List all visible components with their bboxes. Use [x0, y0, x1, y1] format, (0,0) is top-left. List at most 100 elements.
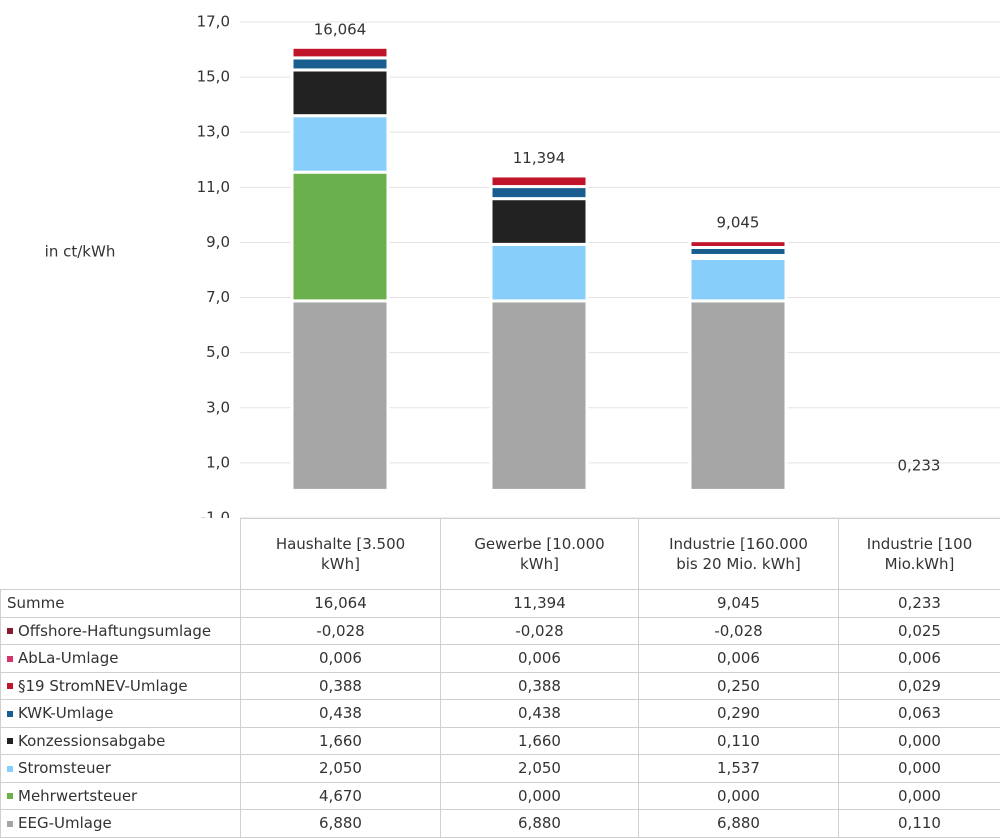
legend-label: Offshore-Haftungsumlage: [18, 622, 211, 640]
table-cell: 2,050: [441, 755, 639, 783]
table-cell: 0,233: [839, 590, 1000, 618]
table-cell: 0,250: [639, 672, 839, 700]
bar-segment: [871, 484, 967, 485]
y-tick-label: 3,0: [206, 398, 230, 416]
column-header: Industrie [160.000 bis 20 Mio. kWh]: [639, 519, 839, 590]
table-cell: 1,537: [639, 755, 839, 783]
table-cell: 0,000: [839, 782, 1000, 810]
total-label: 9,045: [717, 214, 760, 232]
bar-segment: [292, 490, 388, 491]
table-cell: 0,438: [441, 700, 639, 728]
bar-segment: [292, 116, 388, 172]
table-cell: 0,006: [839, 645, 1000, 673]
table-cell: 0,025: [839, 617, 1000, 645]
bar-segment: [690, 490, 786, 491]
row-label: EEG-Umlage: [1, 810, 241, 838]
table-cell: 0,000: [839, 727, 1000, 755]
row-label: Summe: [1, 590, 241, 618]
chart: in ct/kWh -1,0 1,0 3,0 5,0 7,0 9,0 11,0 13,0 15,…: [0, 0, 1000, 518]
legend-marker: [7, 683, 13, 689]
bar-segment: [292, 70, 388, 116]
table-cell: -0,028: [441, 617, 639, 645]
table-cell: 0,110: [839, 810, 1000, 838]
legend-label: §19 StromNEV-Umlage: [18, 677, 188, 695]
y-tick-label: 9,0: [206, 233, 230, 251]
table-cell: 0,110: [639, 727, 839, 755]
table-row: Offshore-Haftungsumlage-0,028-0,028-0,02…: [1, 617, 1000, 645]
row-label: Offshore-Haftungsumlage: [1, 617, 241, 645]
table-cell: 0,290: [639, 700, 839, 728]
table-cell: 0,388: [441, 672, 639, 700]
y-tick-label: 5,0: [206, 343, 230, 361]
y-tick-label: 17,0: [197, 13, 230, 31]
table-cell: 0,029: [839, 672, 1000, 700]
legend-label: EEG-Umlage: [18, 814, 112, 832]
legend-marker: [7, 821, 13, 827]
table-cell: 0,000: [639, 782, 839, 810]
row-label: Stromsteuer: [1, 755, 241, 783]
legend-marker: [7, 711, 13, 717]
legend-label: Konzessionsabgabe: [18, 732, 165, 750]
legend-label: Stromsteuer: [18, 759, 111, 777]
column-header: Industrie [100 Mio.kWh]: [839, 519, 1000, 590]
table-cell: 6,880: [241, 810, 441, 838]
y-tick-label: 15,0: [197, 68, 230, 86]
table-cell: 0,006: [639, 645, 839, 673]
table-cell: 0,000: [839, 755, 1000, 783]
total-label: 16,064: [314, 20, 367, 38]
legend-marker: [7, 738, 13, 744]
y-axis-label: in ct/kWh: [45, 243, 116, 261]
table-cell: 0,388: [241, 672, 441, 700]
y-tick-label: 13,0: [197, 123, 230, 141]
table-cell: 4,670: [241, 782, 441, 810]
row-label: §19 StromNEV-Umlage: [1, 672, 241, 700]
y-tick-label: 1,0: [206, 453, 230, 471]
total-label: 0,233: [898, 457, 941, 475]
bar-segment: [491, 187, 587, 199]
table-cell: 0,000: [441, 782, 639, 810]
row-label: KWK-Umlage: [1, 700, 241, 728]
y-tick-label: 11,0: [197, 178, 230, 196]
y-tick-label: -1,0: [201, 509, 230, 519]
table-cell: 16,064: [241, 590, 441, 618]
table-cell: 2,050: [241, 755, 441, 783]
total-label: 11,394: [513, 149, 566, 167]
bar-segment: [491, 199, 587, 245]
table-cell: 0,063: [839, 700, 1000, 728]
table-cell: 6,880: [441, 810, 639, 838]
table-corner: [1, 519, 241, 590]
row-label: AbLa-Umlage: [1, 645, 241, 673]
legend-label: Mehrwertsteuer: [18, 787, 137, 805]
bar-segment: [690, 259, 786, 301]
row-label: Konzessionsabgabe: [1, 727, 241, 755]
table-cell: -0,028: [241, 617, 441, 645]
legend-marker: [7, 656, 13, 662]
bar-segment: [292, 47, 388, 58]
table-cell: -0,028: [639, 617, 839, 645]
bar-segment: [491, 490, 587, 491]
bar-segment: [491, 244, 587, 300]
column-header: Gewerbe [10.000 kWh]: [441, 519, 639, 590]
legend-marker: [7, 793, 13, 799]
legend-marker: [7, 628, 13, 634]
table-cell: 1,660: [241, 727, 441, 755]
table-cell: 11,394: [441, 590, 639, 618]
table-cell: 0,006: [441, 645, 639, 673]
row-label: Mehrwertsteuer: [1, 782, 241, 810]
y-tick-label: 7,0: [206, 288, 230, 306]
table-cell: 0,438: [241, 700, 441, 728]
bar-segment: [690, 301, 786, 491]
bar-segment: [491, 301, 587, 491]
table-cell: 0,006: [241, 645, 441, 673]
bar-segment: [491, 176, 587, 187]
data-table: Haushalte [3.500 kWh]Gewerbe [10.000 kWh…: [0, 518, 1000, 838]
bar-segment: [292, 301, 388, 491]
